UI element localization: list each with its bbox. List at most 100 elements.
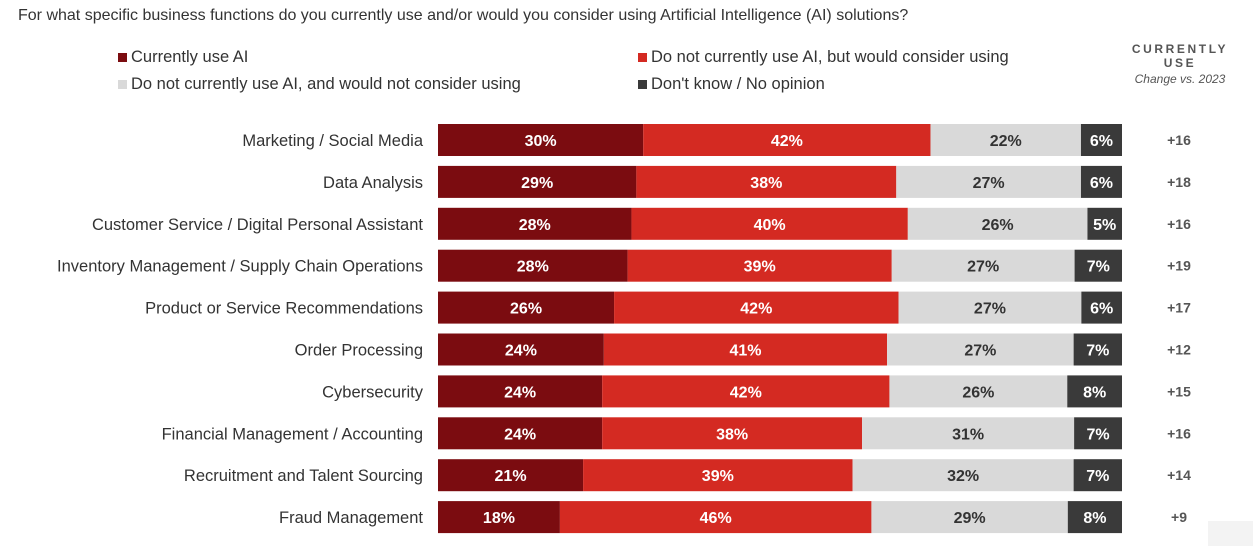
legend-label: Don't know / No opinion: [651, 75, 825, 93]
data-label: 7%: [1086, 468, 1109, 485]
data-label: 21%: [495, 468, 527, 485]
data-label: 22%: [990, 133, 1022, 150]
change-column-subtitle: Change vs. 2023: [1134, 72, 1226, 86]
data-label: 24%: [504, 426, 536, 443]
bar-segment: [871, 501, 1068, 534]
category-label: Marketing / Social Media: [242, 132, 423, 150]
data-label: 27%: [964, 343, 996, 360]
data-label: 7%: [1086, 343, 1109, 360]
bar-segment: [930, 124, 1081, 156]
data-label: 29%: [954, 510, 986, 527]
bar-segment: [862, 417, 1075, 450]
data-label: 38%: [750, 175, 782, 192]
data-label: 32%: [947, 468, 979, 485]
data-label: 28%: [517, 259, 549, 276]
category-label: Order Processing: [295, 342, 423, 360]
category-label: Fraud Management: [279, 509, 423, 527]
data-label: 27%: [967, 259, 999, 276]
data-label: 42%: [730, 384, 762, 401]
data-label: 27%: [973, 175, 1005, 192]
data-label: 42%: [740, 301, 772, 318]
category-label: Product or Service Recommendations: [145, 300, 423, 318]
bar-segment: [1074, 417, 1122, 450]
bar-segment: [887, 333, 1074, 366]
data-label: 42%: [771, 133, 803, 150]
bar-segment: [627, 249, 892, 282]
bar-segment: [1080, 124, 1122, 156]
category-label: Data Analysis: [323, 174, 423, 192]
data-label: 6%: [1090, 301, 1113, 318]
bar-segment: [1080, 165, 1122, 198]
category-label: Customer Service / Digital Personal Assi…: [92, 216, 423, 234]
change-value: +9: [1171, 509, 1187, 525]
data-label: 30%: [525, 133, 557, 150]
data-label: 8%: [1083, 384, 1106, 401]
bar-segment: [1087, 207, 1122, 240]
bar-segment: [438, 501, 560, 534]
bar-segment: [1067, 501, 1122, 534]
bar-segment: [896, 165, 1081, 198]
legend-label: Do not currently use AI, and would not c…: [131, 75, 521, 93]
data-label: 26%: [510, 301, 542, 318]
data-label: 26%: [982, 217, 1014, 234]
data-label: 18%: [483, 510, 515, 527]
bar-segment: [559, 501, 872, 534]
bar-segment: [898, 291, 1082, 324]
bar-segment: [603, 333, 888, 366]
change-value: +14: [1167, 467, 1191, 483]
bar-segment: [438, 417, 603, 450]
legend-swatch: [118, 80, 127, 89]
data-label: 5%: [1093, 217, 1116, 234]
data-label: 6%: [1090, 175, 1113, 192]
data-label: 7%: [1087, 259, 1110, 276]
data-label: 38%: [716, 426, 748, 443]
data-label: 29%: [521, 175, 553, 192]
category-label: Financial Management / Accounting: [162, 425, 423, 443]
legend-swatch: [638, 80, 647, 89]
bar-segment: [636, 165, 897, 198]
category-label: Inventory Management / Supply Chain Oper…: [57, 258, 423, 276]
data-label: 27%: [974, 301, 1006, 318]
data-label: 31%: [952, 426, 984, 443]
data-label: 8%: [1083, 510, 1106, 527]
data-label: 6%: [1090, 133, 1113, 150]
bar-segment: [438, 165, 637, 198]
legend-swatch: [118, 53, 127, 62]
legend-label: Currently use AI: [131, 48, 249, 66]
category-label: Recruitment and Talent Sourcing: [184, 467, 423, 485]
legend-item-would-not-consider: Do not currently use AI, and would not c…: [118, 75, 521, 94]
change-value: +18: [1167, 174, 1191, 190]
data-label: 46%: [700, 510, 732, 527]
bar-segment: [1081, 291, 1122, 324]
bar-segment: [438, 249, 628, 282]
change-value: +16: [1167, 216, 1191, 232]
change-value: +17: [1167, 300, 1191, 316]
change-value: +16: [1167, 132, 1191, 148]
data-label: 26%: [962, 384, 994, 401]
bar-segment: [889, 375, 1068, 408]
bar-segment: [852, 459, 1074, 492]
change-column-title: CURRENTLY USE: [1131, 42, 1229, 70]
legend-item-dont-know: Don't know / No opinion: [638, 75, 825, 94]
legend-label: Do not currently use AI, but would consi…: [651, 48, 1009, 66]
data-label: 41%: [729, 343, 761, 360]
bar-segment: [438, 459, 584, 492]
legend-item-would-consider: Do not currently use AI, but would consi…: [638, 48, 1009, 67]
data-label: 28%: [519, 217, 551, 234]
bar-segment: [602, 375, 890, 408]
bar-segment: [1074, 249, 1122, 282]
category-label: Cybersecurity: [322, 383, 424, 401]
change-value: +16: [1167, 425, 1191, 441]
bar-segment: [1073, 333, 1122, 366]
bar-segment: [614, 291, 899, 324]
data-label: 40%: [754, 217, 786, 234]
data-label: 7%: [1086, 426, 1109, 443]
bar-segment: [438, 207, 632, 240]
change-value: +19: [1167, 258, 1191, 274]
bar-segment: [438, 291, 615, 324]
legend-item-currently-use: Currently use AI: [118, 48, 248, 67]
bar-segment: [631, 207, 908, 240]
change-value: +15: [1167, 383, 1191, 399]
corner-decoration: [1208, 521, 1253, 546]
